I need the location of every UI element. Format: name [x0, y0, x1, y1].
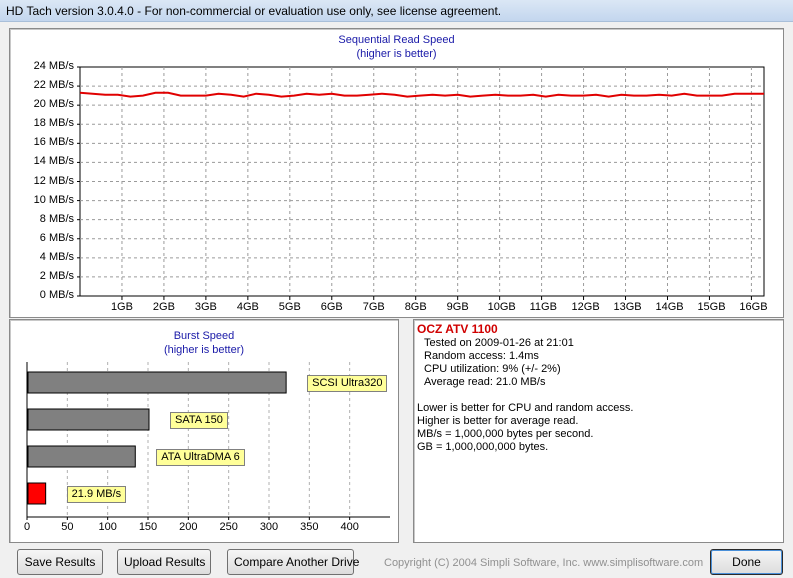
y-tick-label: 18 MB/s	[33, 117, 74, 130]
y-tick-label: 20 MB/s	[33, 98, 74, 111]
burst-chart-labels: SCSI Ultra320 SATA 150 ATA UltraDMA 6 21.9 …	[10, 320, 400, 544]
compare-another-drive-button[interactable]: Compare Another Drive	[227, 549, 359, 575]
y-tick-label: 2 MB/s	[39, 269, 74, 282]
average-read: Average read: 21.0 MB/s	[424, 376, 546, 388]
read-chart-plot	[77, 66, 765, 300]
x-tick-label: 11GB	[529, 301, 557, 313]
burst-x-tick-label: 100	[98, 521, 117, 533]
burst-x-tick-label: 400	[340, 521, 359, 533]
x-tick-label: 5GB	[278, 301, 301, 313]
burst-x-tick-label: 200	[179, 521, 198, 533]
upload-results-button[interactable]: Upload Results	[117, 549, 211, 575]
burst-bar	[27, 371, 287, 394]
x-tick-label: 7GB	[362, 301, 385, 313]
burst-bar-label: SATA 150	[170, 412, 228, 429]
y-tick-label: 0 MB/s	[39, 289, 74, 301]
x-tick-label: 13GB	[613, 301, 642, 313]
x-tick-label: 9GB	[446, 301, 469, 313]
drive-name: OCZ ATV 1100	[417, 322, 498, 336]
burst-bar-label: 21.9 MB/s	[66, 486, 127, 503]
x-tick-label: 16GB	[739, 301, 768, 313]
copyright-text: Copyright (C) 2004 Simpli Software, Inc.…	[384, 557, 704, 569]
note-line: Lower is better for CPU and random acces…	[417, 402, 634, 414]
x-tick-label: 14GB	[655, 301, 684, 313]
burst-bar	[27, 408, 150, 431]
y-tick-label: 14 MB/s	[33, 155, 74, 168]
burst-bar	[27, 482, 47, 505]
results-panel: OCZ ATV 1100 Tested on 2009-01-26 at 21:…	[413, 319, 784, 543]
y-tick-label: 8 MB/s	[39, 212, 74, 225]
burst-x-tick-label: 300	[259, 521, 279, 533]
read-chart-title: Sequential Read Speed	[338, 34, 455, 46]
x-tick-label: 15GB	[697, 301, 726, 313]
burst-x-tick-label: 0	[23, 521, 31, 533]
burst-chart-title: Burst Speed	[173, 330, 235, 342]
burst-bar	[27, 445, 136, 468]
note-line: MB/s = 1,000,000 bytes per second.	[417, 428, 594, 440]
read-chart-y-axis: 24 MB/s 22 MB/s 20 MB/s 18 MB/s 16 MB/s 14 MB…	[10, 29, 76, 319]
x-tick-label: 8GB	[404, 301, 427, 313]
y-tick-label: 6 MB/s	[39, 231, 74, 244]
done-button[interactable]: Done	[710, 549, 783, 575]
save-results-button[interactable]: Save Results	[17, 549, 103, 575]
read-chart-panel: Sequential Read Speed (higher is better)…	[9, 28, 784, 318]
read-chart-subtitle: (higher is better)	[356, 48, 437, 60]
burst-chart-panel: Burst Speed (higher is better) SCSI Ultr…	[9, 319, 399, 543]
burst-x-tick-label: 250	[219, 521, 238, 533]
window-title: HD Tach version 3.0.4.0 - For non-commer…	[0, 0, 793, 22]
burst-chart-subtitle: (higher is better)	[163, 344, 245, 356]
burst-bar-label: SCSI Ultra320	[307, 375, 388, 392]
note-line: GB = 1,000,000,000 bytes.	[417, 441, 549, 453]
note-line: Higher is better for average read.	[417, 415, 579, 427]
x-tick-label: 1GB	[110, 301, 133, 313]
y-tick-label: 4 MB/s	[39, 250, 74, 263]
x-tick-label: 3GB	[194, 301, 217, 313]
burst-x-tick-label: 50	[61, 521, 74, 533]
burst-x-tick-label: 150	[138, 521, 158, 533]
x-tick-label: 2GB	[152, 301, 175, 313]
y-tick-label: 22 MB/s	[33, 79, 74, 92]
x-tick-label: 6GB	[320, 301, 343, 313]
y-tick-label: 16 MB/s	[33, 136, 74, 149]
burst-chart-plot	[26, 362, 390, 520]
y-tick-label: 24 MB/s	[33, 60, 74, 72]
x-tick-label: 10GB	[487, 301, 516, 313]
read-speed-line	[79, 91, 764, 98]
tested-on: Tested on 2009-01-26 at 21:01	[424, 337, 574, 349]
random-access: Random access: 1.4ms	[424, 350, 539, 362]
burst-bar-label: ATA UltraDMA 6	[156, 449, 245, 466]
burst-x-tick-label: 350	[300, 521, 319, 533]
y-tick-label: 12 MB/s	[33, 174, 74, 187]
x-tick-label: 4GB	[236, 301, 259, 313]
x-tick-label: 12GB	[571, 301, 600, 313]
cpu-utilization: CPU utilization: 9% (+/- 2%)	[424, 363, 561, 375]
y-tick-label: 10 MB/s	[33, 193, 74, 206]
